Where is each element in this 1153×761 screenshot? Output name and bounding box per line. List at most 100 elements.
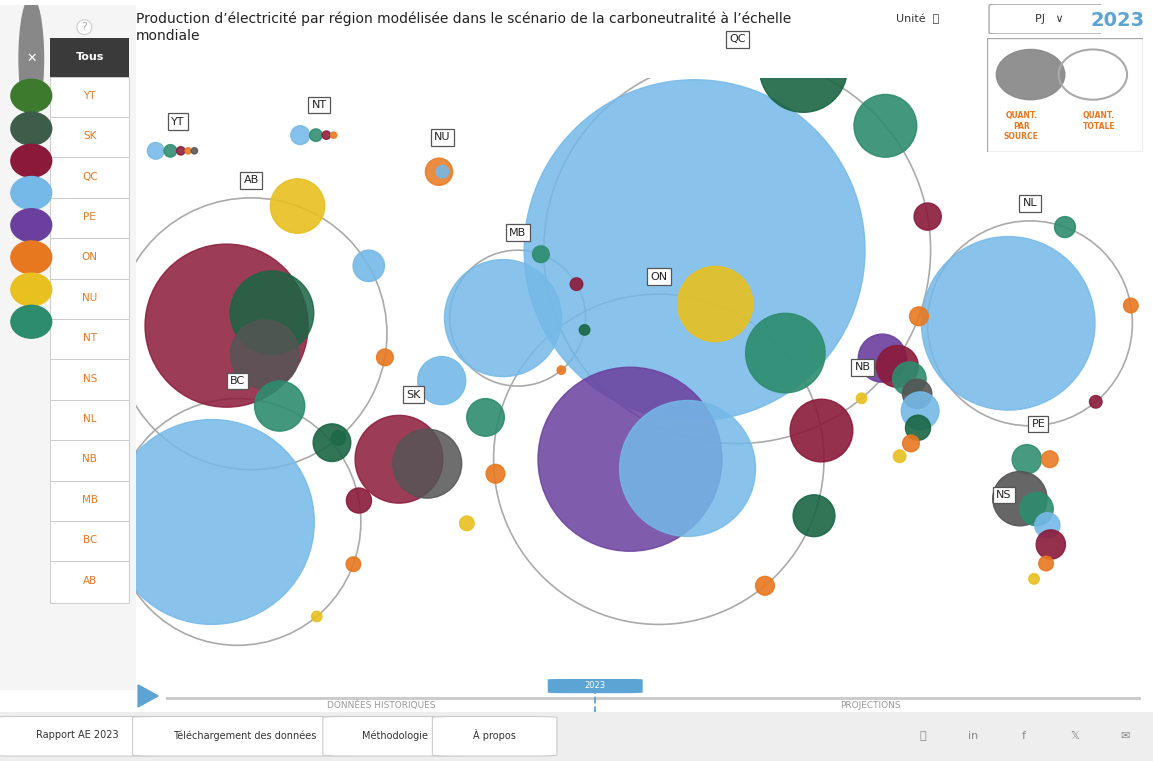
FancyBboxPatch shape — [51, 481, 129, 522]
Text: ?: ? — [82, 22, 88, 32]
Circle shape — [914, 203, 941, 230]
Ellipse shape — [10, 112, 52, 145]
Text: QC: QC — [82, 171, 98, 182]
Text: NU: NU — [82, 293, 97, 303]
Circle shape — [355, 416, 443, 503]
Circle shape — [331, 431, 346, 445]
Circle shape — [176, 147, 184, 155]
Circle shape — [892, 362, 926, 396]
Ellipse shape — [10, 305, 52, 338]
Text: NB: NB — [854, 362, 871, 372]
Circle shape — [393, 429, 461, 498]
Circle shape — [425, 158, 453, 186]
Circle shape — [1028, 574, 1039, 584]
Text: NL: NL — [1023, 199, 1038, 209]
Circle shape — [1090, 396, 1102, 408]
Circle shape — [460, 516, 474, 530]
FancyBboxPatch shape — [51, 562, 129, 603]
Text: PE: PE — [83, 212, 96, 222]
FancyBboxPatch shape — [323, 717, 467, 756]
Circle shape — [876, 345, 918, 387]
Text: PROJECTIONS: PROJECTIONS — [841, 701, 900, 710]
Circle shape — [487, 464, 505, 483]
FancyBboxPatch shape — [51, 319, 129, 360]
FancyBboxPatch shape — [51, 359, 129, 400]
Ellipse shape — [10, 145, 52, 177]
Text: NS: NS — [83, 374, 97, 384]
Circle shape — [322, 131, 331, 139]
Text: NS: NS — [996, 490, 1011, 500]
Circle shape — [525, 80, 865, 421]
Circle shape — [311, 611, 322, 622]
Circle shape — [894, 450, 906, 463]
FancyBboxPatch shape — [51, 77, 129, 118]
Circle shape — [148, 142, 164, 159]
Circle shape — [353, 250, 384, 282]
Circle shape — [331, 132, 337, 139]
FancyBboxPatch shape — [989, 4, 1106, 34]
Text: Production d’électricité par région modélisée dans le scénario de la carboneutra: Production d’électricité par région modé… — [136, 11, 791, 26]
Text: Tous: Tous — [76, 53, 104, 62]
Text: DONNÉES HISTORIQUES: DONNÉES HISTORIQUES — [326, 701, 435, 710]
Text: 2023: 2023 — [585, 681, 605, 689]
Circle shape — [346, 488, 371, 513]
Circle shape — [921, 237, 1095, 410]
FancyBboxPatch shape — [51, 117, 129, 158]
Circle shape — [444, 260, 562, 377]
Circle shape — [255, 381, 304, 431]
Circle shape — [417, 357, 466, 405]
Text: QUANT.
PAR
SOURCE: QUANT. PAR SOURCE — [1004, 111, 1039, 141]
FancyBboxPatch shape — [51, 198, 129, 239]
Text: 2023: 2023 — [1091, 11, 1145, 30]
Circle shape — [905, 416, 930, 441]
Ellipse shape — [10, 79, 52, 112]
Circle shape — [557, 366, 565, 374]
Circle shape — [533, 246, 549, 263]
Text: NU: NU — [435, 132, 451, 142]
Circle shape — [310, 129, 322, 142]
Circle shape — [793, 495, 835, 537]
Circle shape — [231, 320, 300, 389]
Circle shape — [346, 557, 361, 572]
Circle shape — [910, 307, 928, 326]
Circle shape — [1041, 451, 1058, 467]
Text: YT: YT — [83, 91, 96, 100]
Circle shape — [1012, 444, 1041, 474]
Text: 🔗: 🔗 — [919, 731, 926, 741]
Polygon shape — [138, 685, 158, 707]
Text: AB: AB — [83, 575, 97, 586]
Circle shape — [314, 424, 351, 461]
Circle shape — [1037, 530, 1065, 559]
Circle shape — [436, 165, 449, 178]
Circle shape — [993, 472, 1047, 526]
Text: ON: ON — [82, 253, 98, 263]
Text: Rapport AE 2023: Rapport AE 2023 — [36, 731, 119, 740]
Circle shape — [903, 435, 919, 452]
Text: YT: YT — [171, 116, 184, 127]
Text: NB: NB — [82, 454, 97, 464]
Circle shape — [571, 278, 582, 291]
FancyBboxPatch shape — [548, 679, 642, 693]
Circle shape — [854, 94, 917, 158]
Text: PE: PE — [1032, 419, 1045, 429]
FancyBboxPatch shape — [51, 521, 129, 562]
Circle shape — [857, 393, 867, 403]
Text: À propos: À propos — [473, 729, 517, 741]
Circle shape — [619, 400, 755, 537]
Text: f: f — [1022, 731, 1026, 741]
Circle shape — [270, 179, 325, 234]
Circle shape — [1055, 217, 1076, 237]
Text: PJ   ∨: PJ ∨ — [1034, 14, 1063, 24]
Text: QUANT.
TOTALE: QUANT. TOTALE — [1083, 111, 1115, 130]
Text: MB: MB — [82, 495, 98, 505]
Circle shape — [790, 400, 853, 462]
Circle shape — [1039, 556, 1054, 571]
Ellipse shape — [10, 177, 52, 209]
Ellipse shape — [10, 273, 52, 306]
Text: BC: BC — [83, 535, 97, 545]
Text: BC: BC — [229, 376, 246, 386]
Circle shape — [164, 145, 176, 157]
Text: Unité  ⓘ: Unité ⓘ — [896, 14, 939, 24]
Circle shape — [145, 244, 308, 407]
Text: 𝕏: 𝕏 — [1070, 731, 1079, 741]
